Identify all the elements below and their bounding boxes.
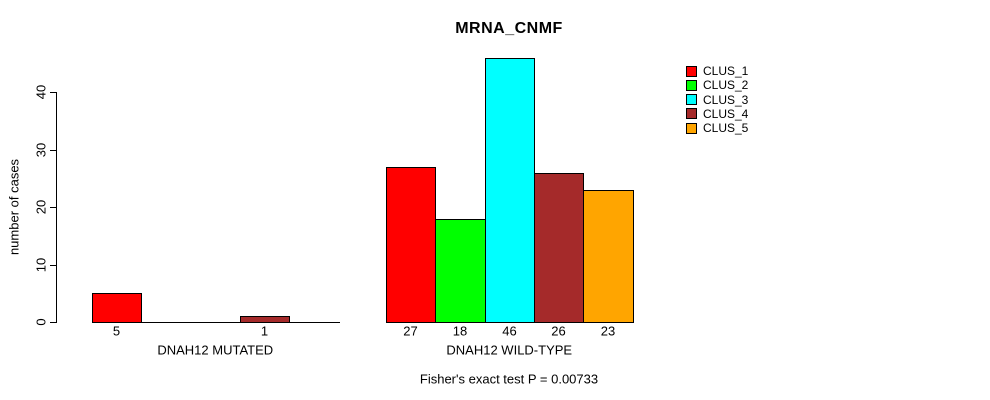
legend-label: CLUS_2: [703, 78, 749, 93]
bar-value-label: 26: [551, 323, 566, 339]
bar-clus_4: [534, 173, 584, 323]
legend-swatch: [686, 79, 697, 91]
bar-value-label: 23: [600, 323, 616, 339]
legend-swatch: [686, 122, 697, 134]
y-axis-tick: [50, 92, 56, 93]
y-axis-title: number of cases: [6, 158, 22, 256]
y-axis-tick-label: 0: [33, 318, 49, 326]
bar-value-label: 46: [502, 323, 517, 339]
legend-label: CLUS_4: [703, 106, 749, 121]
bar-clus_5: [583, 190, 634, 323]
zero-height-bar: [191, 322, 241, 323]
zero-height-bar: [141, 322, 192, 323]
bar-clus_1: [92, 293, 142, 323]
y-axis-tick-label: 20: [33, 199, 49, 215]
zero-height-bar: [289, 322, 340, 323]
legend-item: CLUS_4: [686, 106, 749, 121]
legend-item: CLUS_2: [686, 78, 749, 93]
y-axis-tick-label: 40: [33, 84, 49, 100]
bar-clus_3: [485, 58, 535, 323]
legend-swatch: [686, 65, 697, 77]
x-category-label: DNAH12 WILD-TYPE: [446, 342, 573, 358]
legend-item: CLUS_1: [686, 64, 749, 78]
y-axis-tick-label: 10: [33, 257, 49, 273]
bar-clus_2: [435, 219, 486, 323]
annotation-text: Fisher's exact test P = 0.00733: [419, 371, 599, 387]
legend-label: CLUS_5: [703, 121, 749, 136]
legend-swatch: [686, 94, 697, 106]
y-axis-tick: [50, 207, 56, 208]
bar-clus_1: [386, 167, 436, 323]
bar-value-label: 5: [112, 323, 121, 339]
legend-item: CLUS_5: [686, 121, 749, 136]
bar-clus_4: [240, 316, 290, 323]
bar-value-label: 27: [403, 323, 418, 339]
legend-label: CLUS_3: [703, 92, 749, 107]
legend-item: CLUS_3: [686, 92, 749, 107]
y-axis-tick: [50, 265, 56, 266]
y-axis-tick: [50, 322, 56, 323]
chart-title: MRNA_CNMF: [455, 20, 563, 37]
y-axis-tick-label: 30: [33, 142, 49, 158]
legend-label: CLUS_1: [703, 64, 749, 78]
y-axis-tick: [50, 150, 56, 151]
bar-value-label: 1: [260, 323, 269, 339]
y-axis-line: [56, 92, 57, 323]
legend-swatch: [686, 108, 697, 120]
bar-value-label: 18: [452, 323, 468, 339]
x-category-label: DNAH12 MUTATED: [157, 342, 274, 358]
